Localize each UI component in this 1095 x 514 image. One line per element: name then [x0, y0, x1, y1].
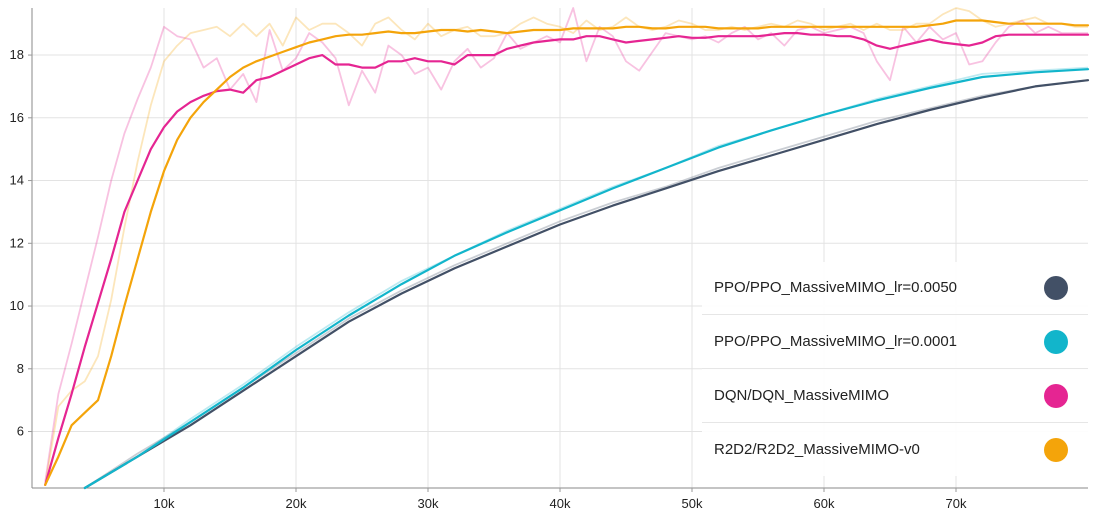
- legend-item-ppo-lr-0001[interactable]: PPO/PPO_MassiveMIMO_lr=0.0001: [702, 316, 1088, 369]
- legend: PPO/PPO_MassiveMIMO_lr=0.0050 PPO/PPO_Ma…: [702, 262, 1088, 476]
- x-axis-ticks: 10k 20k 30k 40k 50k 60k 70k: [154, 488, 967, 511]
- y-tick-label: 12: [10, 235, 24, 250]
- legend-label: R2D2/R2D2_MassiveMIMO-v0: [714, 441, 920, 458]
- legend-label: PPO/PPO_MassiveMIMO_lr=0.0001: [714, 333, 958, 350]
- y-tick-label: 16: [10, 110, 24, 125]
- x-tick-label: 40k: [550, 496, 571, 511]
- y-tick-label: 10: [10, 298, 24, 313]
- raw-series-line: [84, 66, 1089, 489]
- legend-swatch-cyan: [1044, 330, 1068, 354]
- legend-label: DQN/DQN_MassiveMIMO: [714, 387, 890, 404]
- raw-series-line: [44, 7, 1088, 482]
- y-axis-ticks: 6 8 10 12 14 16 18: [10, 47, 32, 439]
- x-tick-label: 60k: [814, 496, 835, 511]
- y-tick-label: 14: [10, 173, 24, 188]
- legend-swatch-magenta: [1044, 384, 1068, 408]
- series-line: [83, 68, 1090, 490]
- x-tick-label: 30k: [418, 496, 439, 511]
- smoothed-series-lines: [44, 19, 1090, 490]
- y-tick-label: 8: [17, 361, 24, 376]
- series-line: [44, 31, 1090, 486]
- legend-item-ppo-lr-0050[interactable]: PPO/PPO_MassiveMIMO_lr=0.0050: [702, 262, 1088, 315]
- series-line: [83, 79, 1090, 490]
- legend-label: PPO/PPO_MassiveMIMO_lr=0.0050: [714, 279, 958, 296]
- legend-item-dqn[interactable]: DQN/DQN_MassiveMIMO: [702, 370, 1088, 423]
- x-tick-label: 50k: [682, 496, 703, 511]
- series-line: [44, 19, 1090, 486]
- x-tick-label: 10k: [154, 496, 175, 511]
- x-tick-label: 70k: [946, 496, 967, 511]
- legend-swatch-orange: [1044, 438, 1068, 462]
- y-tick-label: 18: [10, 47, 24, 62]
- legend-item-r2d2[interactable]: R2D2/R2D2_MassiveMIMO-v0: [702, 424, 1088, 476]
- legend-swatch-dark-slate: [1044, 276, 1068, 300]
- y-tick-label: 6: [17, 424, 24, 439]
- x-tick-label: 20k: [286, 496, 307, 511]
